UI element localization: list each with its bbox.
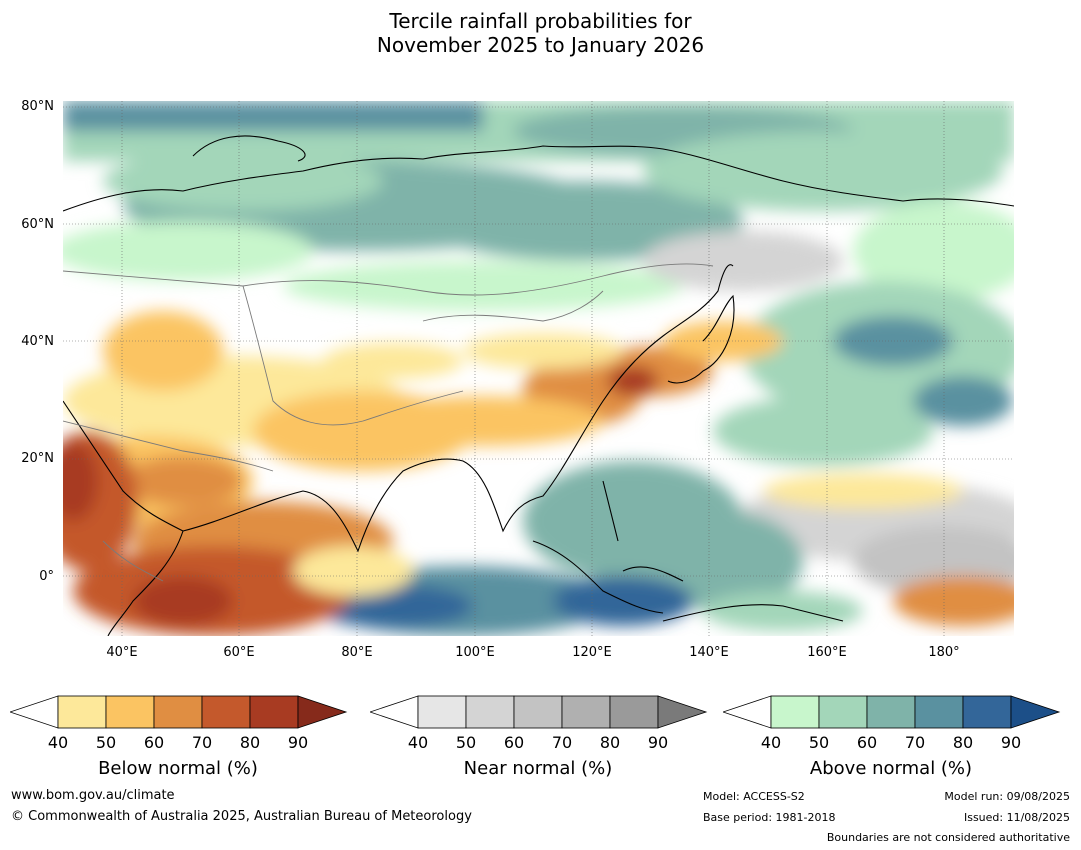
above-tick: 70 [904,733,926,752]
below-tick: 60 [143,733,165,752]
forecast-map [63,101,1014,636]
map-title: Tercile rainfall probabilities for Novem… [0,9,1081,57]
above-normal-swatch-70-80 [914,695,964,729]
lon-label-120e: 120°E [572,645,612,660]
map-canvas [63,101,1014,636]
lat-label-40n: 40°N [21,334,54,349]
near-normal-swatch-40-50 [417,695,467,729]
near-tick: 70 [551,733,573,752]
probability-shading [63,101,1014,636]
above-normal-swatch-50-60 [818,695,868,729]
graticule [63,101,1014,636]
above-tick: 40 [760,733,782,752]
near-tick: 80 [599,733,621,752]
below-normal-swatch-80-90 [249,695,299,729]
coastlines [63,135,1014,636]
below-normal-ticks: 40 50 60 70 80 90 [10,733,350,753]
lon-label-40e: 40°E [106,645,138,660]
below-tick: 40 [47,733,69,752]
near-normal-swatch-50-60 [465,695,515,729]
above-normal-swatch-60-70 [866,695,916,729]
above-normal-swatch-80-90 [962,695,1012,729]
near-tick: 40 [407,733,429,752]
below-normal-swatch-lt40 [10,695,59,729]
near-normal-ticks: 40 50 60 70 80 90 [370,733,710,753]
above-normal-swatch-lt40 [723,695,772,729]
near-normal-swatch-gt90 [657,695,708,729]
lat-label-80n: 80°N [21,99,54,114]
above-tick: 90 [1000,733,1022,752]
above-normal-title: Above normal (%) [809,758,973,779]
lat-label-20n: 20°N [21,451,54,466]
below-normal-colorbar [10,695,348,729]
below-normal-swatch-gt90 [297,695,348,729]
below-normal-swatch-40-50 [57,695,107,729]
lon-label-140e: 140°E [689,645,729,660]
above-normal-ticks: 40 50 60 70 80 90 [723,733,1063,753]
lon-label-180: 180° [928,645,960,660]
lon-label-60e: 60°E [223,645,255,660]
below-tick: 90 [287,733,309,752]
below-tick: 70 [191,733,213,752]
above-tick: 50 [808,733,830,752]
lon-label-80e: 80°E [341,645,373,660]
above-normal-swatch-gt90 [1010,695,1061,729]
near-tick: 50 [455,733,477,752]
near-normal-title: Near normal (%) [463,758,613,779]
title-line-1: Tercile rainfall probabilities for [389,9,692,33]
copyright-text: © Commonwealth of Australia 2025, Austra… [11,809,472,824]
near-normal-swatch-80-90 [609,695,659,729]
above-normal-swatch-40-50 [770,695,820,729]
near-tick: 90 [647,733,669,752]
website-link[interactable]: www.bom.gov.au/climate [11,788,175,803]
below-normal-swatch-60-70 [153,695,203,729]
near-normal-swatch-70-80 [561,695,611,729]
near-normal-swatch-lt40 [370,695,419,729]
lat-label-60n: 60°N [21,217,54,232]
lon-label-100e: 100°E [455,645,495,660]
lat-label-0: 0° [39,569,54,584]
below-tick: 50 [95,733,117,752]
lon-label-160e: 160°E [807,645,847,660]
above-tick: 80 [952,733,974,752]
above-normal-colorbar [723,695,1061,729]
country-borders [63,263,714,582]
near-normal-colorbar [370,695,708,729]
base-period: Base period: 1981-2018 [703,811,836,824]
near-tick: 60 [503,733,525,752]
model-run-date: Model run: 09/08/2025 [944,790,1070,803]
title-line-2: November 2025 to January 2026 [376,33,705,57]
below-tick: 80 [239,733,261,752]
model-name: Model: ACCESS-S2 [703,790,805,803]
below-normal-title: Below normal (%) [98,758,258,779]
near-normal-swatch-60-70 [513,695,563,729]
below-normal-swatch-50-60 [105,695,155,729]
issued-date: Issued: 11/08/2025 [963,811,1070,824]
below-normal-swatch-70-80 [201,695,251,729]
above-tick: 60 [856,733,878,752]
boundaries-disclaimer: Boundaries are not considered authoritat… [826,831,1070,844]
